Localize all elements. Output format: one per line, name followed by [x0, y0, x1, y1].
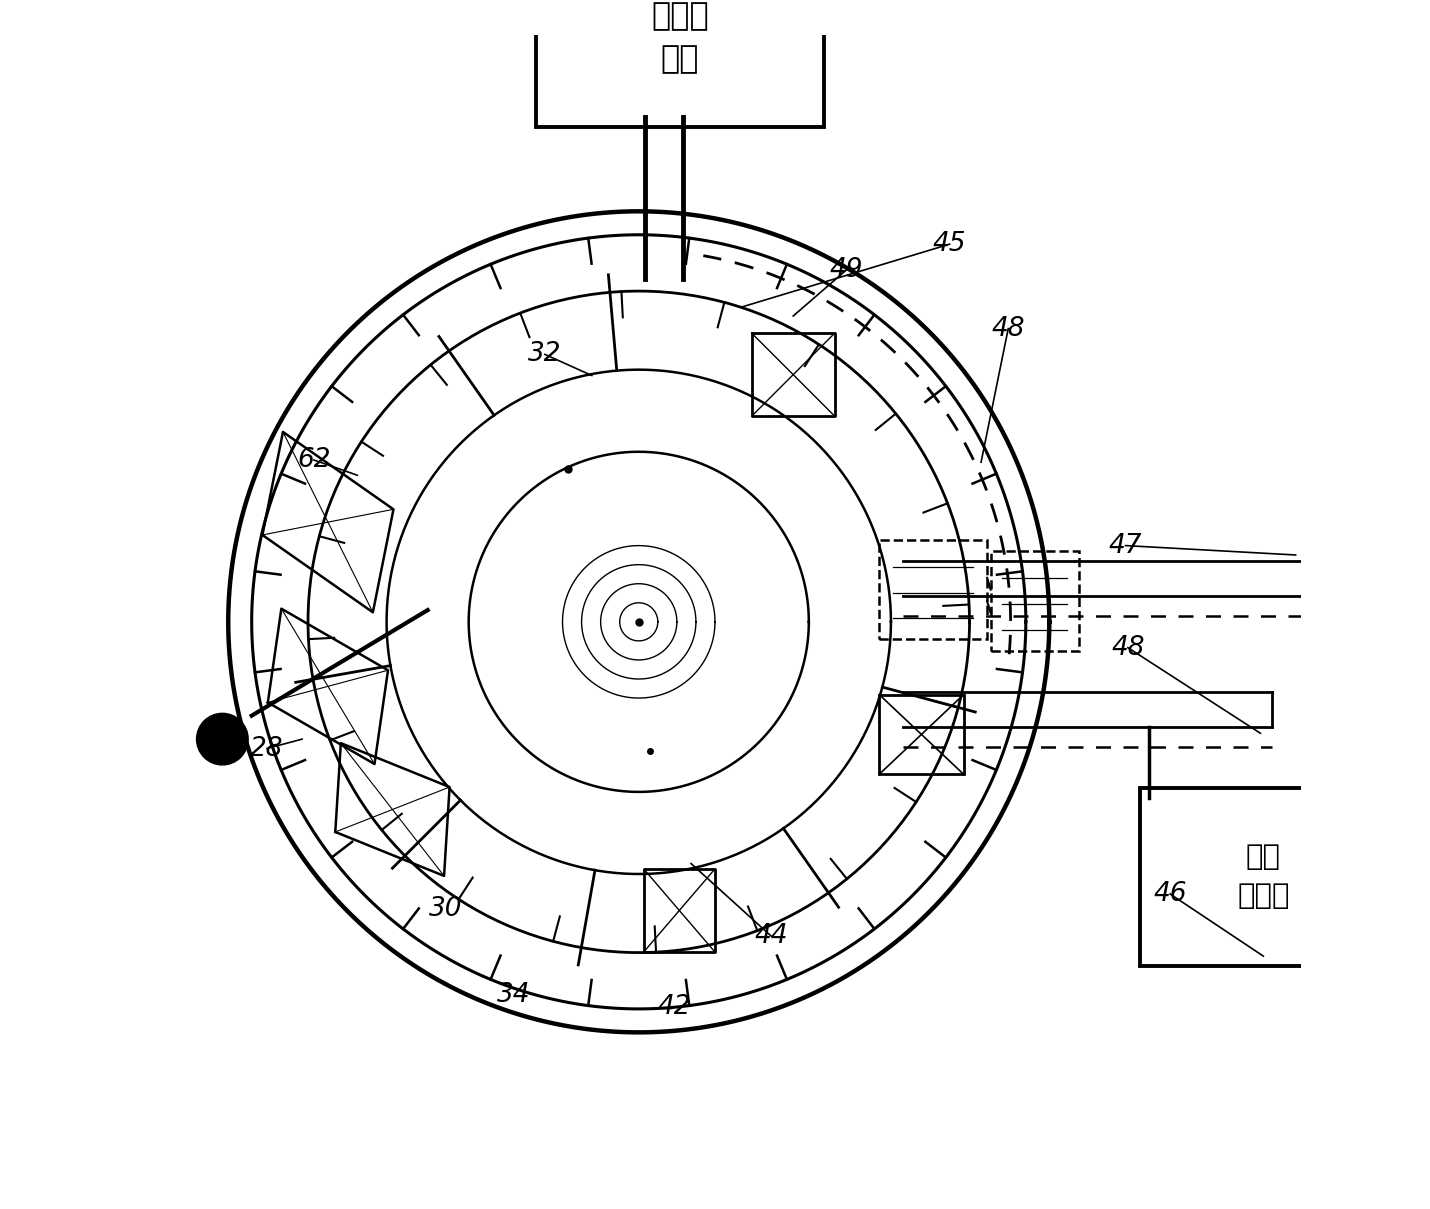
Text: 45: 45	[932, 231, 967, 258]
Text: 微波
发生器: 微波 发生器	[1237, 844, 1290, 910]
Bar	[991, 551, 1078, 652]
Text: 62: 62	[297, 447, 330, 473]
Circle shape	[196, 713, 249, 765]
FancyBboxPatch shape	[1140, 788, 1387, 966]
Bar	[879, 694, 964, 774]
Text: 48: 48	[991, 316, 1025, 342]
Text: 46: 46	[1154, 881, 1187, 907]
Text: 32: 32	[528, 341, 562, 368]
Text: 30: 30	[429, 896, 462, 922]
Text: 28: 28	[250, 735, 283, 762]
Bar	[879, 539, 987, 640]
Text: 49: 49	[829, 258, 864, 283]
Text: 34: 34	[496, 982, 531, 1008]
Text: 47: 47	[1108, 533, 1143, 559]
Text: 42: 42	[658, 994, 691, 1019]
Text: 44: 44	[755, 924, 788, 949]
Text: 48: 48	[1111, 635, 1144, 660]
FancyBboxPatch shape	[536, 0, 824, 127]
Text: 合成气
收集: 合成气 收集	[651, 1, 709, 75]
